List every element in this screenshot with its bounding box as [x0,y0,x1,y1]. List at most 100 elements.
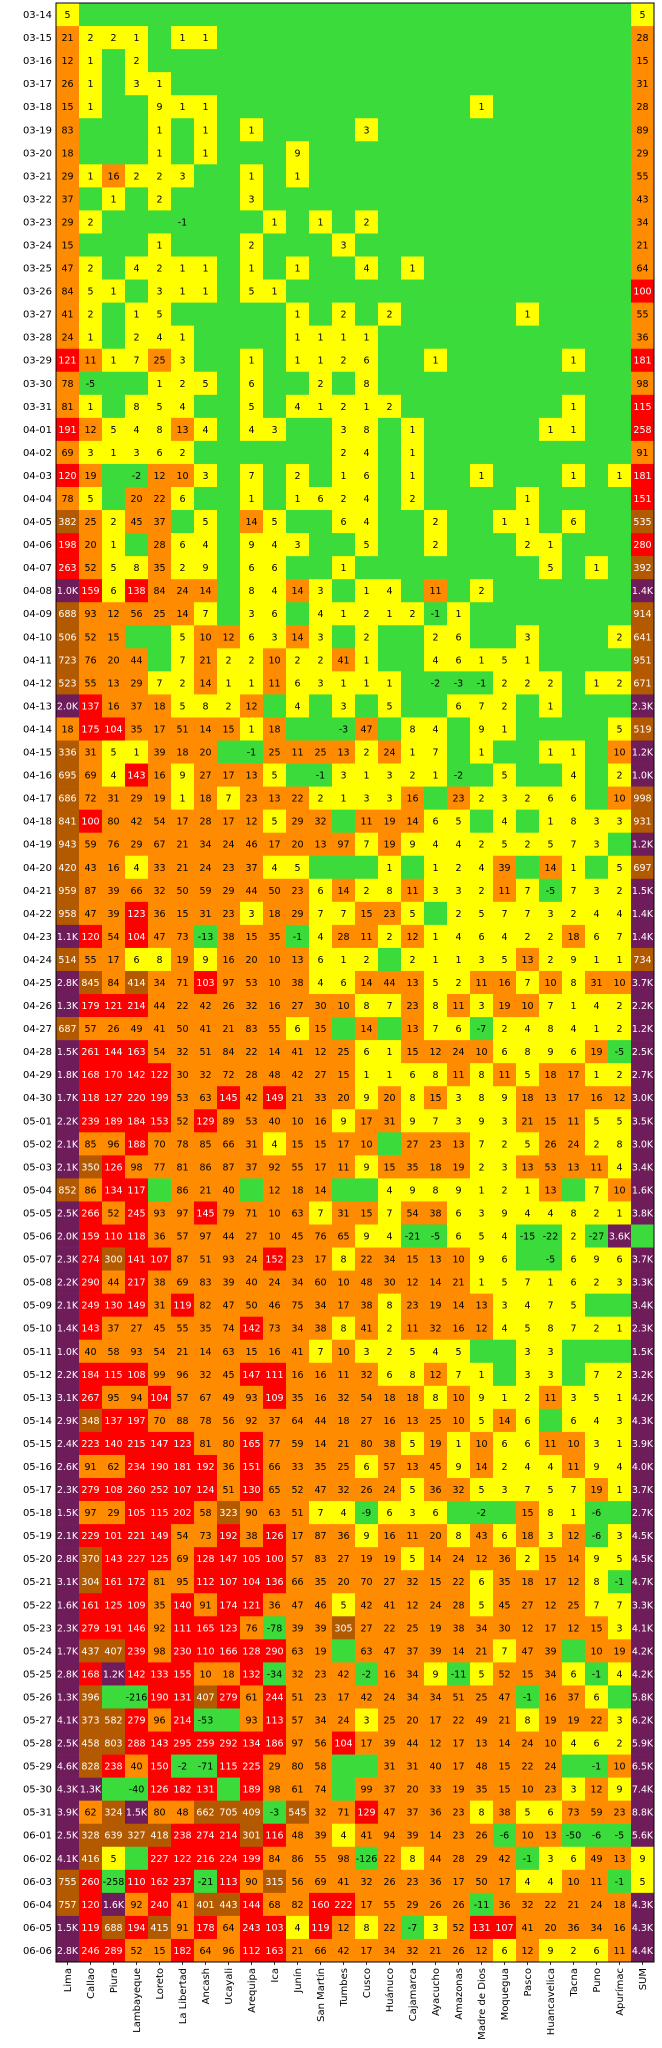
heatmap-cell [608,233,632,257]
cell-value-label: 6 [570,1669,576,1680]
heatmap-cell [585,256,609,280]
cell-value-label: 19 [452,1785,464,1796]
cell-value-label: 30 [383,1278,395,1289]
heatmap-cell [194,302,218,326]
cell-value-label: 9 [593,1554,599,1565]
heatmap-cell [171,256,195,280]
heatmap-cell [355,256,379,280]
cell-value-label: 1 [110,540,116,551]
cell-value-label: 2 [133,333,139,344]
cell-value-label: 5 [202,517,208,528]
cell-value-label: 10 [199,1669,211,1680]
cell-value-label: 131 [472,1923,490,1934]
cell-value-label: 15 [636,56,648,67]
heatmap-cell [240,625,264,649]
cell-value-label: 181 [173,1462,191,1473]
heatmap-cell [217,118,241,142]
heatmap-cell [562,348,586,373]
cell-value-label: 4 [524,1024,530,1035]
cell-value-label: 1 [363,1070,369,1081]
cell-value-label: 2.1K [57,1139,79,1150]
cell-value-label: 274 [196,1831,214,1842]
cell-value-label: 7 [524,1278,530,1289]
heatmap-cell [608,417,632,442]
heatmap-cell [424,118,448,142]
cell-value-label: 59 [291,1439,303,1450]
cell-value-label: 2 [179,678,185,689]
cell-value-label: 9 [202,563,208,574]
cell-value-label: -21 [405,1232,421,1243]
cell-value-label: 35 [314,1577,326,1588]
heatmap-cell [79,256,103,280]
heatmap-cell [309,510,333,534]
cell-value-label: 34 [291,1324,303,1335]
heatmap-cell [562,1754,586,1778]
heatmap-cell [79,371,103,396]
cell-value-label: 115 [104,1370,122,1381]
heatmap-cell [355,440,379,465]
cell-value-label: 1 [179,287,185,298]
cell-value-label: 55 [176,1324,188,1335]
cell-value-label: 2 [225,701,231,712]
heatmap-cell [263,164,287,188]
cell-value-label: 11 [567,1116,579,1127]
cell-value-label: 14 [475,1462,487,1473]
heatmap-cell [102,486,126,511]
heatmap-cell [309,279,333,303]
heatmap-cell [562,256,586,280]
cell-value-label: 214 [219,1831,237,1842]
cell-value-label: 13 [268,794,280,805]
heatmap-cell [516,510,540,534]
cell-value-label: 1 [317,356,323,367]
heatmap-cell [125,256,149,280]
cell-value-label: 260 [81,1877,99,1888]
heatmap-cell [378,1132,402,1156]
cell-value-label: 6 [386,1370,392,1381]
cell-value-label: 36 [567,1923,579,1934]
cell-value-label: 128 [242,1646,260,1657]
cell-value-label: 27 [130,1324,142,1335]
cell-value-label: 97 [222,978,234,989]
cell-value-label: 21 [498,1716,510,1727]
heatmap-cell [378,602,402,626]
heatmap-cell [309,463,333,488]
heatmap-cell [286,164,310,188]
cell-value-label: 2 [363,217,369,228]
x-tick-label: Amazonas [454,1968,465,2020]
heatmap-cell [263,72,287,96]
heatmap-cell [585,187,609,211]
cell-value-label: 32 [337,1393,349,1404]
cell-value-label: 7 [317,1208,323,1219]
cell-value-label: 88 [176,1416,188,1427]
heatmap-cell [562,463,586,488]
heatmap-cell [332,233,356,257]
heatmap-cell [631,371,655,396]
cell-value-label: 36 [153,909,165,920]
heatmap-cell [56,164,80,188]
heatmap-cell [309,648,333,672]
heatmap-cell [309,348,333,373]
cell-value-label: 1.3K [57,1692,79,1703]
cell-value-label: 48 [268,1070,280,1081]
cell-value-label: 25 [153,356,165,367]
cell-value-label: 38 [153,1278,165,1289]
heatmap-cell [79,187,103,211]
cell-value-label: 11 [268,678,280,689]
heatmap-cell [447,740,471,764]
cell-value-label: 8 [432,1001,438,1012]
cell-value-label: 19 [383,817,395,828]
heatmap-cell [562,602,586,626]
cell-value-label: 98 [337,1854,349,1865]
cell-value-label: 2 [386,1324,392,1335]
heatmap-cell [562,625,586,649]
cell-value-label: 184 [81,1370,99,1381]
cell-value-label: 126 [265,1531,283,1542]
cell-value-label: 3 [340,771,346,782]
cell-value-label: 70 [360,1577,372,1588]
heatmap-cell [79,486,103,511]
cell-value-label: 1 [547,1278,553,1289]
cell-value-label: 10 [567,1877,579,1888]
cell-value-label: 45 [130,517,142,528]
cell-value-label: 21 [521,1116,533,1127]
cell-value-label: 18 [521,1093,533,1104]
